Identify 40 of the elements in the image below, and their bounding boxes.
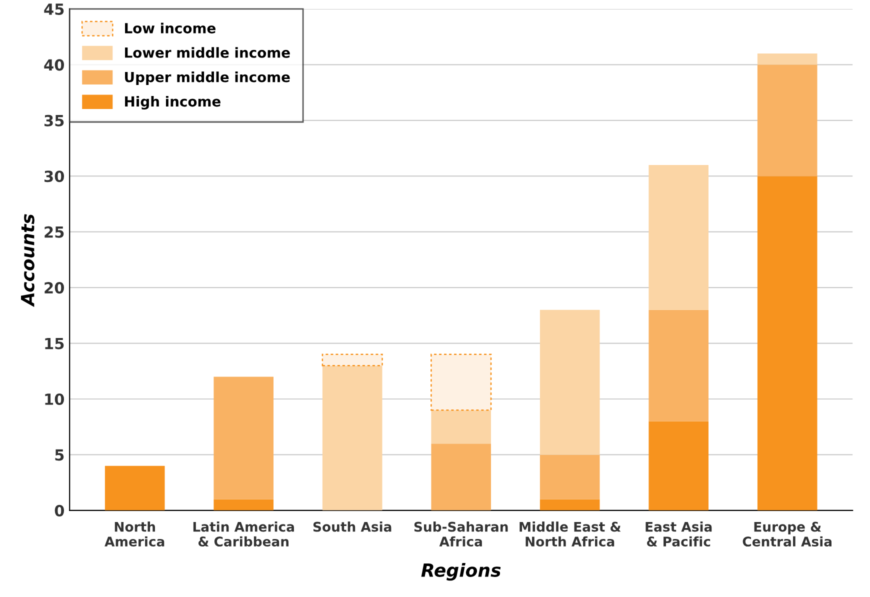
bar <box>322 366 382 510</box>
bar <box>214 376 274 500</box>
y-tick-label: 15 <box>45 338 64 350</box>
bar <box>757 54 818 65</box>
x-tick-label: Latin America & Caribbean <box>193 522 294 547</box>
y-tick-label: 25 <box>44 226 64 238</box>
y-tick-label: 5 <box>55 449 64 461</box>
bar <box>648 421 709 510</box>
y-tick-label: 35 <box>44 114 64 126</box>
x-axis-title: Regions <box>421 562 501 581</box>
bar <box>648 164 709 310</box>
x-tick-label: Middle East & North Africa <box>520 522 621 547</box>
x-tick-label: Europe & Central Asia <box>742 522 832 547</box>
y-tick-label: 10 <box>45 393 64 406</box>
bar <box>431 410 492 444</box>
legend-label: Low income <box>125 22 216 34</box>
bar <box>431 444 492 510</box>
bar <box>540 310 600 455</box>
bar <box>540 454 600 500</box>
legend-label: Lower middle income <box>125 47 290 58</box>
legend-label: High income <box>125 96 220 110</box>
bar <box>104 466 165 510</box>
y-tick-label: 20 <box>44 282 64 294</box>
y-axis-title: Accounts <box>21 214 34 308</box>
bar <box>322 354 383 366</box>
bar <box>214 499 274 510</box>
bar <box>430 354 492 411</box>
y-tick-label: 40 <box>44 59 64 71</box>
x-tick-label: North America <box>104 522 164 547</box>
bar <box>757 64 818 176</box>
bar <box>648 310 709 422</box>
x-tick-label: South Asia <box>313 522 392 532</box>
y-tick-label: 30 <box>44 170 64 182</box>
x-tick-label: Sub-Saharan Africa <box>414 522 508 547</box>
x-tick-label: East Asia & Pacific <box>646 522 712 547</box>
y-tick-label: 45 <box>44 4 64 15</box>
bar <box>757 176 818 510</box>
legend-label: Upper middle income <box>125 72 290 85</box>
y-tick-label: 0 <box>54 504 64 516</box>
bar <box>540 499 600 510</box>
